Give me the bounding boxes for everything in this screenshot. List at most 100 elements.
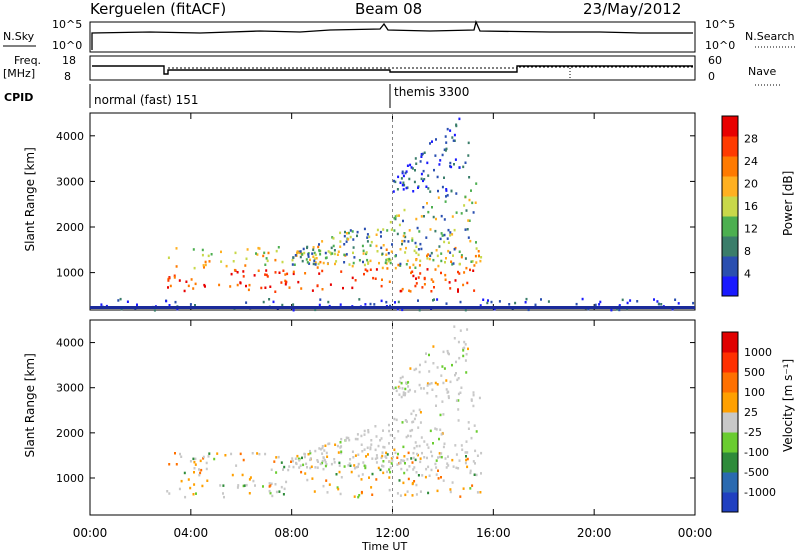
heatmap-cell (449, 161, 452, 165)
heatmap-cell (258, 247, 261, 250)
heatmap-cell (414, 441, 417, 444)
heatmap-cell (674, 298, 677, 301)
heatmap-cell (245, 284, 247, 288)
heatmap-cell (421, 152, 424, 156)
heatmap-cell (468, 198, 471, 202)
heatmap-cell (363, 227, 366, 231)
heatmap-cell (312, 246, 315, 249)
heatmap-cell (411, 494, 414, 497)
heatmap-cell (453, 139, 456, 142)
heatmap-cell (400, 177, 403, 180)
heatmap-cell (292, 459, 294, 463)
heatmap-cell (410, 412, 413, 416)
heatmap-cell (434, 154, 437, 157)
heatmap-cell (414, 284, 417, 288)
heatmap-cell (394, 217, 397, 221)
nsky-trace (91, 20, 693, 50)
heatmap-cell (432, 442, 434, 445)
heatmap-cell (242, 484, 245, 488)
heatmap-cell (268, 482, 271, 485)
heatmap-cell (218, 283, 221, 287)
heatmap-cell (194, 457, 197, 461)
heatmap-cell (657, 302, 660, 306)
heatmap-cell (459, 300, 462, 304)
heatmap-cell (307, 255, 310, 258)
heatmap-cell (351, 286, 354, 290)
heatmap-cell (416, 226, 419, 230)
heatmap-cell (205, 467, 208, 471)
colorbar-tick-label: 28 (744, 133, 758, 146)
time-tick-label: 20:00 (577, 526, 612, 540)
heatmap-cell (314, 261, 317, 264)
heatmap-cell (338, 461, 341, 465)
heatmap-cell (455, 211, 458, 214)
colorbar-swatch (722, 116, 738, 137)
heatmap-cell (370, 439, 373, 442)
heatmap-cell (438, 163, 441, 166)
heatmap-cell (432, 215, 435, 219)
heatmap-cell (313, 490, 316, 493)
heatmap-cell (352, 238, 355, 241)
heatmap-cell (409, 367, 412, 370)
heatmap-cell (120, 307, 123, 311)
heatmap-cell (220, 250, 222, 254)
heatmap-cell (398, 386, 401, 390)
nave-label: Nave (748, 65, 776, 78)
heatmap-cell (475, 247, 478, 250)
heatmap-cell (440, 232, 443, 235)
heatmap-cell (199, 471, 202, 475)
heatmap-cell (292, 303, 295, 306)
heatmap-cell (419, 160, 422, 163)
y-tick-label: 2000 (56, 427, 84, 440)
heatmap-cell (411, 461, 414, 464)
heatmap-cell (412, 274, 415, 278)
heatmap-cell (441, 365, 444, 368)
heatmap-cell (423, 277, 426, 281)
heatmap-cell (239, 452, 242, 456)
heatmap-cell (345, 436, 348, 439)
heatmap-cell (246, 248, 249, 251)
heatmap-cell (469, 268, 471, 272)
heatmap-cell (242, 275, 245, 278)
colorbar-label: Velocity [m s⁻¹] (781, 359, 795, 452)
heatmap-cell (322, 484, 325, 488)
heatmap-cell (352, 456, 355, 459)
heatmap-cell (442, 413, 445, 416)
heatmap-cell (357, 495, 360, 499)
heatmap-cell (402, 393, 405, 397)
heatmap-cell (202, 457, 205, 460)
heatmap-cell (411, 167, 414, 170)
heatmap-cell (291, 263, 294, 266)
heatmap-cell (275, 471, 278, 474)
heatmap-cell (385, 248, 388, 251)
heatmap-cell (375, 454, 378, 457)
heatmap-cell (466, 328, 469, 331)
heatmap-cell (168, 276, 171, 280)
colorbar-swatch (722, 352, 738, 373)
heatmap-cell (183, 471, 186, 475)
heatmap-cell (333, 458, 336, 461)
heatmap-cell (362, 260, 364, 264)
heatmap-cell (467, 427, 470, 430)
heatmap-cell (419, 460, 422, 464)
heatmap-cell (445, 466, 448, 469)
heatmap-cell (429, 254, 432, 257)
heatmap-cell (340, 451, 343, 455)
heatmap-cell (449, 129, 452, 132)
heatmap-cell (393, 448, 396, 451)
heatmap-cell (402, 445, 405, 449)
heatmap-cell (268, 489, 271, 493)
heatmap-cell (403, 239, 406, 243)
heatmap-cell (451, 233, 454, 236)
heatmap-cell (283, 465, 286, 469)
heatmap-cell (498, 300, 501, 303)
heatmap-cell (394, 301, 396, 304)
heatmap-cell (466, 465, 469, 469)
heatmap-cell (333, 249, 336, 252)
heatmap-cell (306, 261, 309, 264)
heatmap-cell (380, 246, 383, 250)
heatmap-cell (399, 461, 402, 465)
heatmap-cell (364, 466, 367, 470)
heatmap-cell (419, 421, 422, 424)
heatmap-cell (413, 466, 416, 469)
